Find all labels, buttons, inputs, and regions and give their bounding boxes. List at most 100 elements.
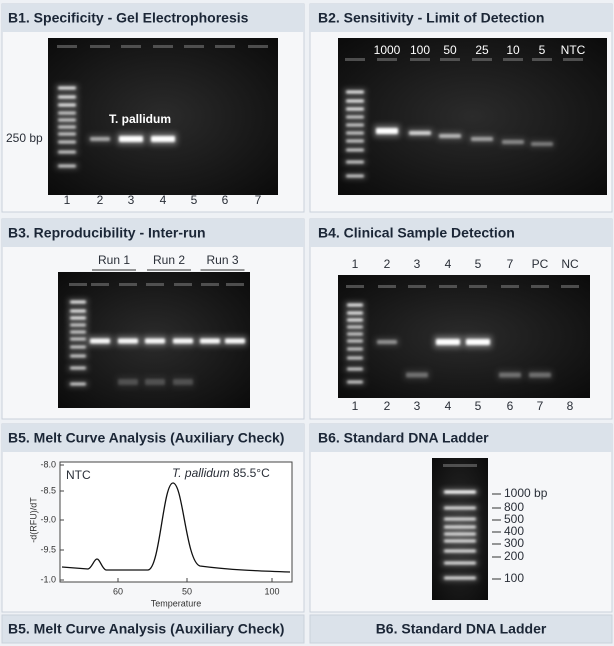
y-tick-label: -9.5 (40, 544, 56, 554)
well (472, 58, 492, 61)
band (225, 338, 245, 344)
band (471, 137, 493, 141)
run-label: Run 2 (153, 253, 185, 267)
run-label: Run 1 (98, 253, 130, 267)
band (70, 366, 86, 370)
well (91, 283, 109, 286)
well (346, 285, 364, 288)
band (531, 142, 553, 146)
band (118, 379, 138, 385)
band (346, 139, 364, 143)
band (347, 325, 363, 329)
peak-species: T. pallidum (172, 466, 230, 480)
ladder-label: 400 (504, 524, 524, 538)
well (90, 45, 110, 48)
band (444, 532, 476, 536)
band (444, 561, 476, 565)
x-tick-label: 60 (113, 586, 123, 596)
caption: B5. Melt Curve Analysis (Auxiliary Check… (8, 621, 284, 637)
band (173, 379, 193, 385)
band (70, 309, 86, 313)
band (70, 300, 86, 304)
lane-label: 50 (443, 43, 457, 57)
well (439, 285, 457, 288)
well (146, 283, 164, 286)
y-tick-label: -8.0 (40, 459, 56, 469)
band (347, 339, 363, 343)
well (469, 285, 487, 288)
well (501, 285, 519, 288)
band (347, 356, 363, 360)
well (410, 58, 430, 61)
caption-bar (309, 614, 613, 644)
band (529, 372, 551, 378)
band (70, 323, 86, 327)
well (119, 283, 137, 286)
peak-label: T. pallidum 85.5°C (172, 466, 270, 480)
lane-number: 4 (160, 193, 167, 207)
well (377, 58, 397, 61)
well (248, 45, 268, 48)
lane-label: 1 (352, 257, 359, 271)
lane-number: 5 (191, 193, 198, 207)
panel-title: B4. Clinical Sample Detection (318, 225, 515, 241)
band (70, 330, 86, 334)
lane-number: 2 (97, 193, 104, 207)
lane-label: 2 (384, 257, 391, 271)
well (153, 45, 173, 48)
lane-label: 4 (445, 257, 452, 271)
band (347, 311, 363, 315)
caption: B6. Standard DNA Ladder (376, 621, 547, 637)
band (347, 367, 363, 371)
lane-label: 5 (539, 43, 546, 57)
well (69, 283, 87, 286)
lane-number: 3 (128, 193, 135, 207)
y-tick-label: -9.0 (40, 514, 56, 524)
band (58, 140, 76, 144)
lane-label: 100 (410, 43, 430, 57)
well (503, 58, 523, 61)
band (58, 132, 76, 136)
band (346, 99, 364, 103)
band (347, 303, 363, 307)
band (436, 339, 460, 345)
x-axis-label: Temperature (151, 598, 202, 608)
band (346, 123, 364, 127)
band (347, 347, 363, 351)
lane-label: NC (561, 257, 579, 271)
lane-label: PC (532, 257, 549, 271)
band-label: T. pallidum (109, 112, 171, 126)
ntc-label: NTC (66, 468, 91, 482)
size-label: 250 bp (6, 131, 43, 145)
panel-title: B5. Melt Curve Analysis (Auxiliary Check… (8, 430, 284, 446)
band (70, 337, 86, 341)
band (499, 372, 521, 378)
lane-number: 3 (414, 399, 421, 413)
band (145, 379, 165, 385)
band (406, 372, 428, 378)
ladder-label: 200 (504, 549, 524, 563)
band (58, 150, 76, 154)
ladder-label: 300 (504, 536, 524, 550)
header-bar (2, 424, 304, 452)
ladder-label: 1000 bp (504, 486, 548, 500)
band (58, 86, 76, 90)
panel-title: B2. Sensitivity - Limit of Detection (318, 10, 544, 26)
gel (338, 38, 607, 195)
band (346, 90, 364, 94)
well (174, 283, 192, 286)
band (347, 332, 363, 336)
band (377, 340, 397, 344)
well (201, 283, 219, 286)
well (184, 45, 204, 48)
band (347, 318, 363, 322)
y-tick-label: -1.0 (40, 574, 56, 584)
lane-number: 7 (255, 193, 262, 207)
band (346, 174, 364, 178)
band (444, 517, 476, 521)
melt-curve (61, 482, 291, 573)
well (443, 464, 477, 467)
band (200, 338, 220, 344)
well (531, 285, 549, 288)
band (90, 338, 110, 344)
